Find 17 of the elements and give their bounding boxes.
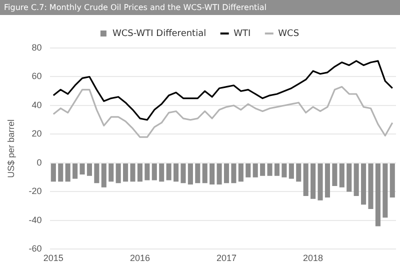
y-axis-title: US$ per barrel [6, 119, 16, 178]
x-tick-label: 2018 [303, 253, 324, 264]
legend-label: WCS-WTI Differential [112, 28, 206, 39]
x-tick-label: 2015 [43, 253, 64, 264]
x-tick-label: 2016 [130, 253, 150, 264]
y-tick-label: 60 [32, 71, 42, 82]
legend-label: WCS [278, 28, 300, 39]
y-tick-label: 40 [32, 100, 42, 110]
y-tick-label: -20 [28, 186, 42, 196]
y-tick-label: -60 [28, 244, 42, 254]
y-tick-label: -40 [28, 214, 42, 225]
y-tick-label: 0 [36, 157, 42, 168]
legend-label: WTI [234, 28, 251, 39]
chart-title: Figure C.7: Monthly Crude Oil Prices and the WCS-WTI Differential [0, 0, 400, 15]
y-tick-label: 80 [32, 42, 42, 52]
y-tick-label: 20 [32, 128, 42, 139]
x-tick-label: 2017 [216, 253, 237, 264]
